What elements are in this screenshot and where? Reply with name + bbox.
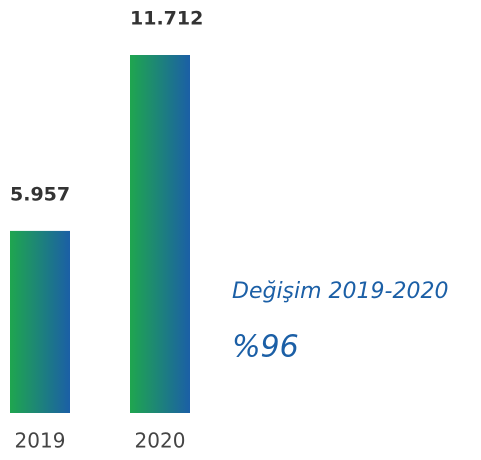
bar — [130, 55, 190, 413]
annotation: Değişim 2019-2020 — [232, 279, 448, 304]
bar — [10, 230, 70, 413]
value-label: 11.712 — [130, 8, 203, 30]
annotation: %96 — [232, 330, 299, 365]
value-label: 5.957 — [10, 183, 70, 205]
x-tick-label: 2020 — [135, 429, 186, 453]
x-tick-label: 2019 — [15, 429, 66, 453]
